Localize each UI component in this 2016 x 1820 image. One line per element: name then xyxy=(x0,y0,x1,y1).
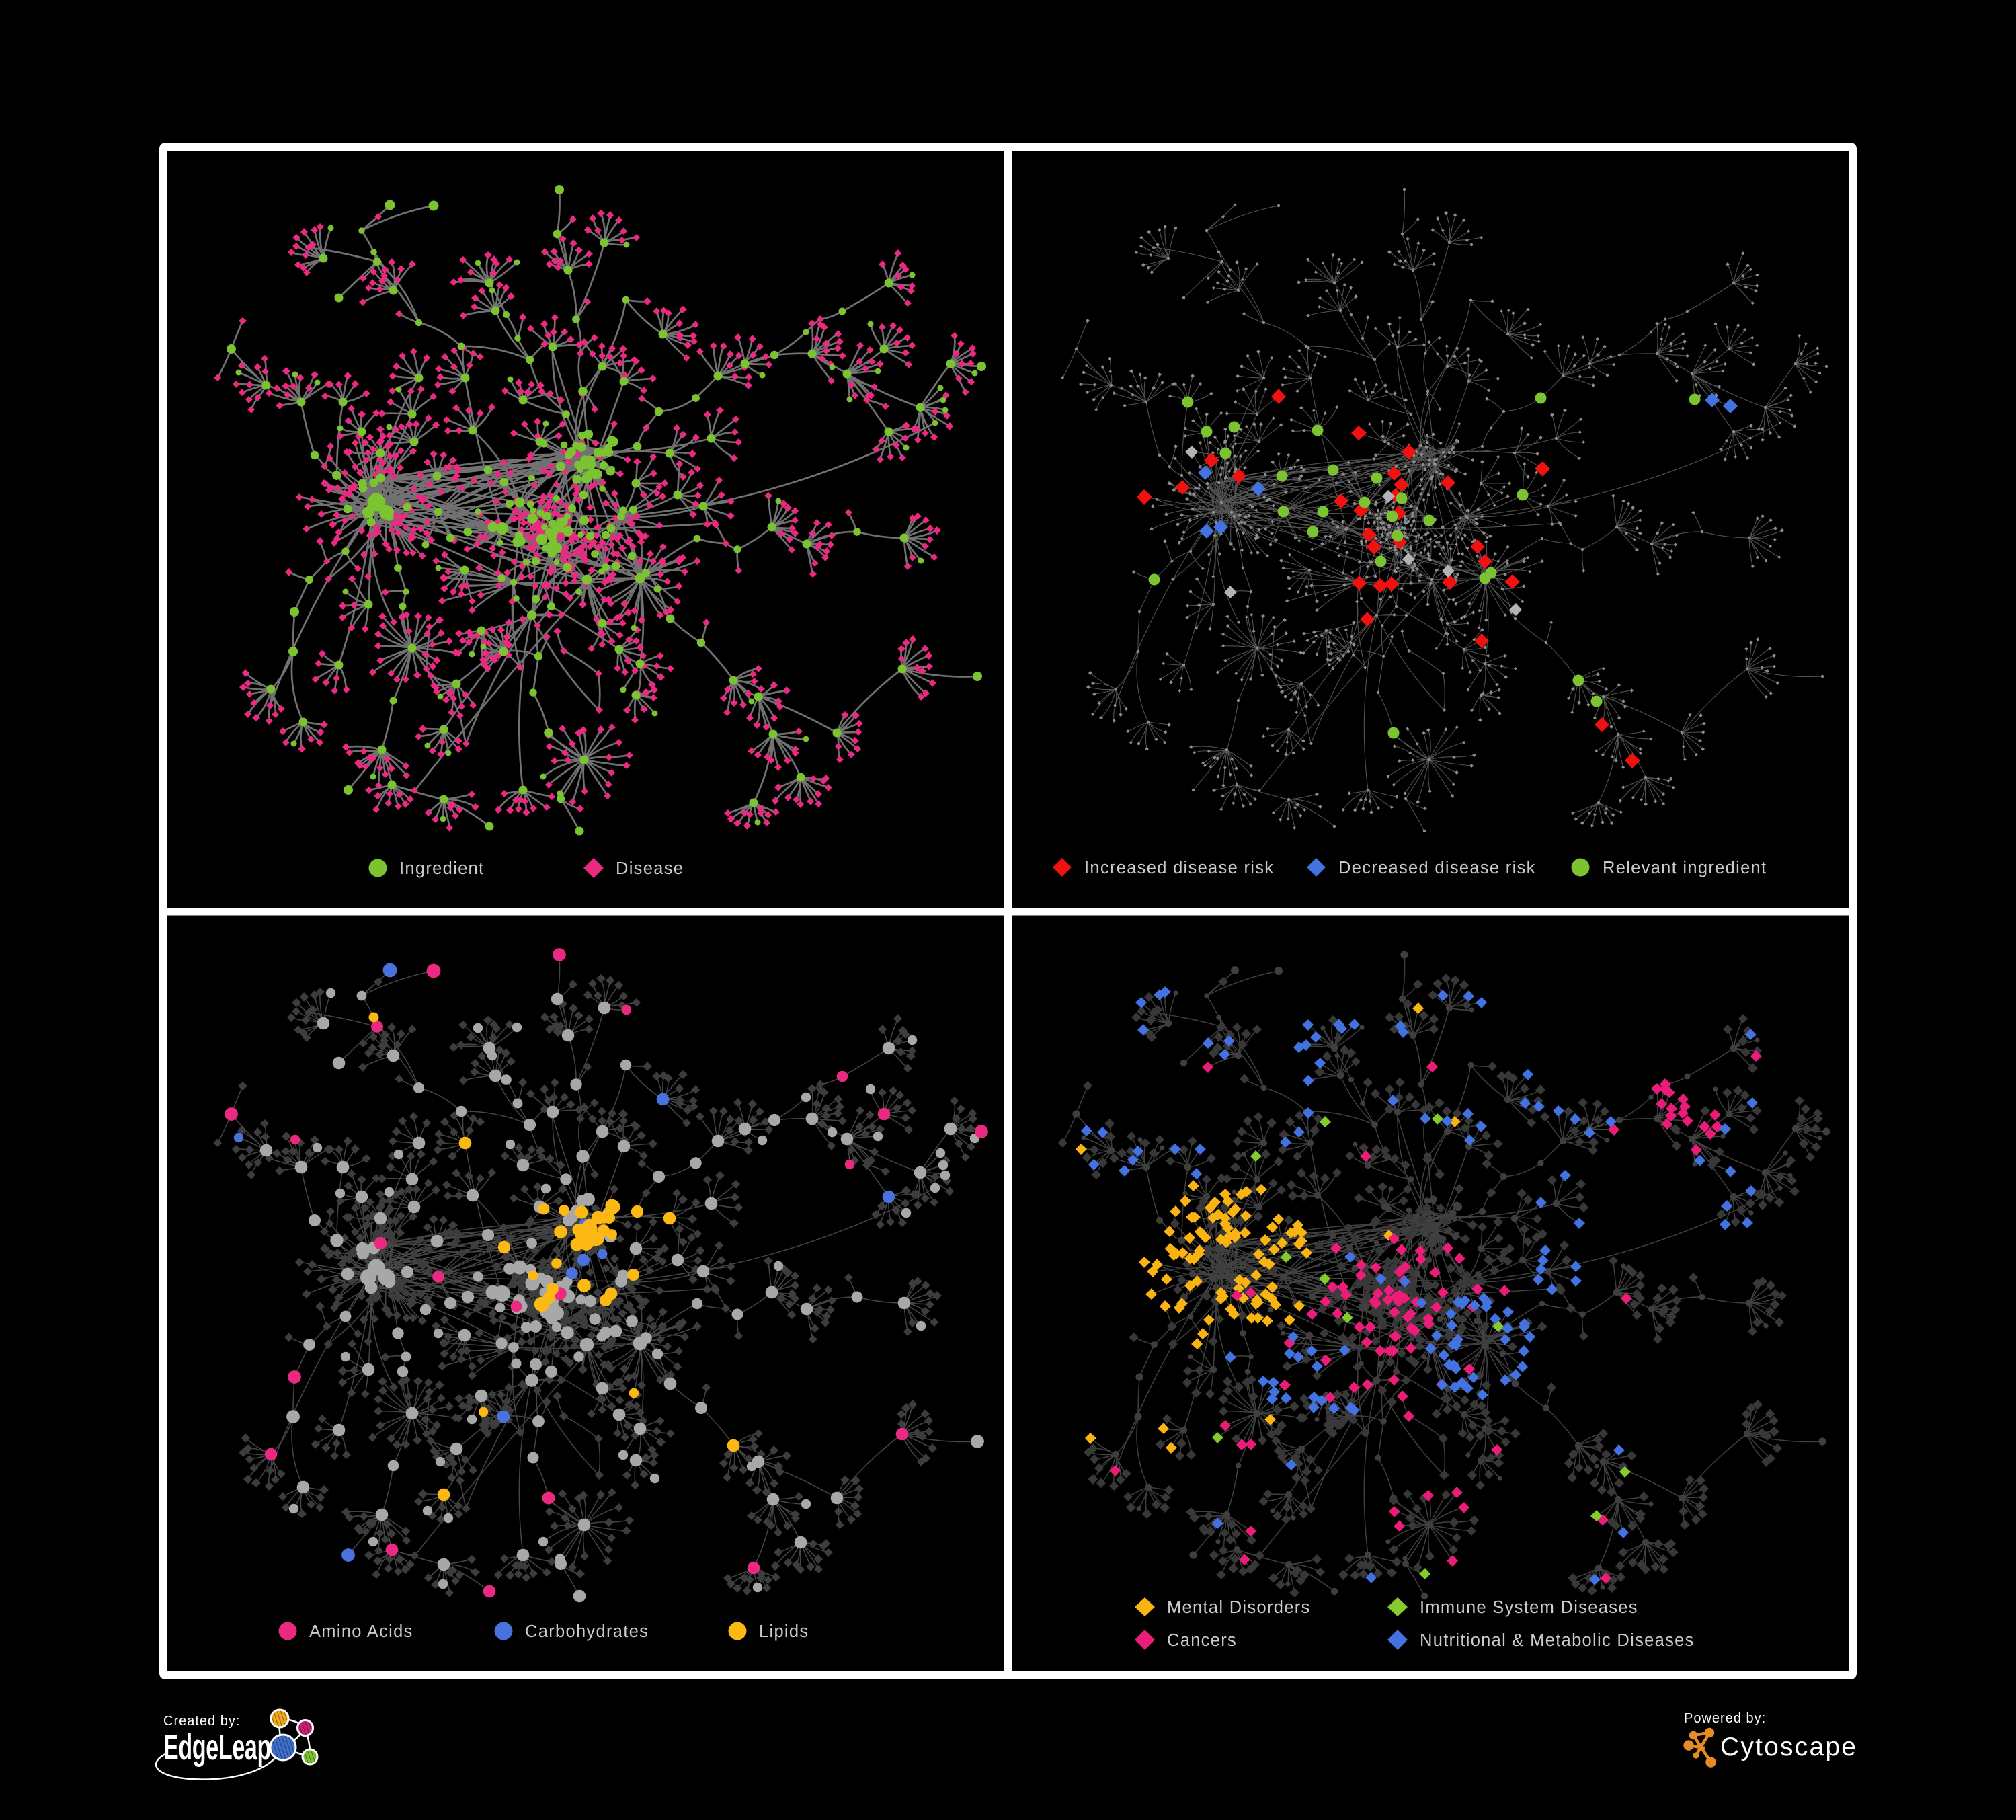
svg-text:Carbohydrates: Carbohydrates xyxy=(525,1622,649,1641)
svg-text:Cancers: Cancers xyxy=(1167,1631,1237,1650)
svg-text:Cytoscape: Cytoscape xyxy=(1720,1733,1856,1762)
svg-text:Nutritional & Metabolic Diseas: Nutritional & Metabolic Diseases xyxy=(1420,1631,1695,1650)
svg-text:Ingredient: Ingredient xyxy=(399,859,484,878)
svg-text:Decreased disease risk: Decreased disease risk xyxy=(1338,859,1536,877)
svg-text:Disease: Disease xyxy=(616,859,684,878)
svg-text:Relevant ingredient: Relevant ingredient xyxy=(1603,859,1767,877)
svg-text:EdgeLeap: EdgeLeap xyxy=(163,1727,271,1768)
svg-text:Immune System Diseases: Immune System Diseases xyxy=(1420,1598,1638,1617)
svg-text:Created by:: Created by: xyxy=(163,1714,240,1729)
svg-text:Amino Acids: Amino Acids xyxy=(309,1622,413,1641)
svg-text:Lipids: Lipids xyxy=(759,1622,809,1641)
svg-text:Powered by:: Powered by: xyxy=(1684,1711,1766,1726)
svg-text:Mental Disorders: Mental Disorders xyxy=(1167,1598,1311,1617)
svg-text:Increased disease risk: Increased disease risk xyxy=(1084,859,1274,877)
